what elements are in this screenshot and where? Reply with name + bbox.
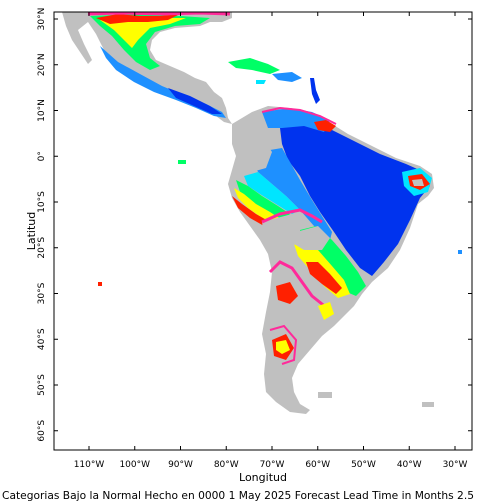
y-tick-label: 0° xyxy=(37,151,47,161)
x-tick-label: 80°W xyxy=(214,460,239,470)
x-tick-label: 70°W xyxy=(260,460,285,470)
patagonia-hotspot-yellow xyxy=(276,340,290,354)
x-tick-label: 60°W xyxy=(305,460,330,470)
x-tick-label: 90°W xyxy=(168,460,193,470)
x-tick-label: 30°W xyxy=(443,460,468,470)
y-axis-ticks: 30°N 20°N 10°N 0° 10°S 20°S 30°S 40°S 50°S 60°S xyxy=(37,8,472,442)
y-tick-label: 20°S xyxy=(37,237,47,259)
north-coast-red xyxy=(314,120,336,132)
mexico-deep-blue xyxy=(168,88,222,114)
islands-east xyxy=(310,78,320,104)
y-tick-label: 30°S xyxy=(37,282,47,304)
map-layer xyxy=(62,12,462,414)
ne-brazil-gray xyxy=(412,179,424,186)
bolivia-edge xyxy=(261,208,323,224)
falklands xyxy=(318,392,332,398)
atlantic-spot xyxy=(458,250,462,254)
plot-frame xyxy=(53,11,473,451)
y-tick-label: 50°S xyxy=(37,374,47,396)
bolivia-gray xyxy=(262,214,300,262)
southern-red-patch xyxy=(276,282,298,304)
andes-gray xyxy=(242,140,272,172)
y-tick-label: 60°S xyxy=(37,420,47,442)
pacific-spot xyxy=(98,282,102,286)
x-tick-label: 100°W xyxy=(119,460,150,470)
y-axis-title: Latitud xyxy=(25,212,38,251)
x-tick-label: 40°W xyxy=(397,460,422,470)
y-tick-label: 10°N xyxy=(37,99,47,122)
la-plata-gray xyxy=(294,226,330,250)
south-georgia xyxy=(422,402,434,407)
andes-yellow xyxy=(234,188,282,224)
north-coast-edge xyxy=(261,106,337,125)
y-tick-label: 40°S xyxy=(37,328,47,350)
jamaica xyxy=(256,80,266,84)
x-axis-title: Longitud xyxy=(239,471,287,484)
patagonia-edge xyxy=(269,324,298,365)
figure-caption: Categorias Bajo la Normal Hecho en 0000 … xyxy=(2,489,474,502)
andes-green xyxy=(236,180,290,220)
x-tick-label: 50°W xyxy=(351,460,376,470)
y-tick-label: 10°S xyxy=(37,191,47,213)
mexico-pink-edge xyxy=(87,12,231,16)
x-tick-label: 110°W xyxy=(74,460,105,470)
mexico-red xyxy=(96,14,180,24)
mexico-yellow xyxy=(100,16,186,48)
galapagos-spot xyxy=(178,160,186,164)
x-axis-ticks: 110°W 100°W 90°W 80°W 70°W 60°W 50°W 40°W 30°W xyxy=(74,12,468,470)
southern-pink-edge xyxy=(268,260,333,314)
andes-red xyxy=(232,196,270,226)
hispaniola xyxy=(272,72,302,82)
y-tick-label: 20°N xyxy=(37,53,47,76)
la-plata-red xyxy=(306,262,342,294)
y-tick-label: 30°N xyxy=(37,8,47,31)
andes-cyan xyxy=(244,172,300,214)
brazil-deep-blue xyxy=(280,122,430,276)
cuba xyxy=(228,58,280,74)
southern-yellow-patch xyxy=(318,302,334,320)
